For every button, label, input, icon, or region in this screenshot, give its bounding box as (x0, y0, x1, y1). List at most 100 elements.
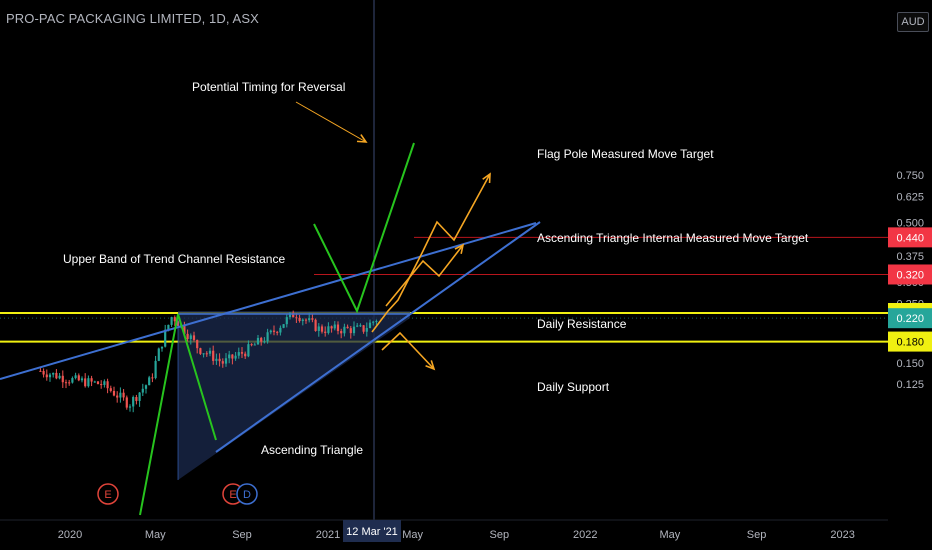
projection-arrowheads (356, 134, 491, 371)
candle-body (295, 317, 298, 319)
price-tick-label: 0.125 (896, 379, 924, 391)
candle-body (189, 335, 192, 339)
candle-body (359, 325, 362, 327)
annotation-daily-support: Daily Support (537, 380, 610, 394)
price-tick-label: 0.625 (896, 191, 924, 203)
time-tick-label: Sep (490, 529, 510, 541)
candle-body (68, 382, 71, 384)
projection-path-up (371, 173, 491, 333)
candle-body (132, 397, 135, 407)
candle-body (151, 377, 154, 379)
annotation-daily-resistance: Daily Resistance (537, 317, 627, 331)
candle-body (116, 395, 119, 398)
candle-body (285, 317, 288, 325)
dividend-marker[interactable]: D (236, 483, 258, 505)
horizontal-levels (0, 236, 888, 343)
upper-trend-channel-line (0, 222, 537, 380)
crosshair-date-label: 12 Mar '21 (346, 526, 398, 538)
candle-body (304, 319, 308, 321)
candle-body (167, 324, 170, 330)
flag-pole-projection (313, 142, 415, 314)
candle-body (205, 353, 208, 355)
candle-body (103, 381, 106, 385)
time-tick-label: 2023 (830, 529, 854, 541)
annotation-triangle-target: Ascending Triangle Internal Measured Mov… (537, 231, 809, 245)
price-tick-label: 0.750 (896, 170, 924, 182)
candle-body (202, 353, 205, 355)
price-tick-label: 0.150 (896, 358, 924, 370)
candle-body (368, 322, 372, 329)
candle-body (173, 317, 176, 322)
candle-body (221, 361, 224, 364)
time-tick-label: 2020 (58, 529, 82, 541)
candle-body (272, 330, 276, 332)
candle-body (64, 382, 68, 384)
time-tick-label: May (402, 529, 423, 541)
candle-body (276, 331, 279, 333)
candle-body (122, 392, 125, 398)
candle-body (100, 384, 103, 386)
last-price-badge (888, 308, 932, 329)
candle-body (298, 317, 301, 322)
candle-body (148, 377, 151, 386)
candle-body (154, 360, 157, 378)
candle-body (160, 346, 164, 349)
candle-body (87, 378, 90, 387)
time-tick-label: 2022 (573, 529, 597, 541)
candle-body (320, 326, 324, 332)
candle-body (340, 331, 343, 334)
last-price-label: 0.220 (896, 313, 924, 325)
candle-body (215, 358, 218, 361)
candle-body (237, 352, 240, 356)
candle-body (301, 319, 304, 322)
currency-button[interactable]: AUD (897, 12, 929, 32)
target-price-badge (888, 227, 932, 248)
annotation-upper-band: Upper Band of Trend Channel Resistance (63, 252, 285, 266)
candle-body (80, 378, 84, 381)
candle-body (256, 337, 260, 345)
candle-body (282, 324, 285, 328)
candle-body (164, 329, 167, 347)
price-tick-label: 0.500 (896, 217, 924, 229)
candle-body (346, 326, 349, 329)
candle-body (125, 397, 128, 408)
flag-pole-measurement (139, 313, 217, 516)
candle-body (333, 324, 336, 329)
candle-body (52, 372, 55, 375)
candle-body (84, 378, 87, 387)
time-tick-label: Sep (747, 529, 767, 541)
candle-body (55, 372, 58, 379)
arrowhead (482, 172, 491, 184)
projection-path-mid (385, 244, 464, 307)
candle-body (224, 358, 228, 364)
candle-body (208, 350, 212, 354)
candle-body (327, 326, 330, 333)
candle-body (288, 312, 292, 318)
candle-body (138, 392, 141, 401)
arrowhead (356, 134, 368, 143)
candle-body (240, 352, 244, 354)
candle-body (314, 319, 317, 331)
candle-body (231, 354, 234, 359)
annotation-reversal-timing: Potential Timing for Reversal (192, 80, 345, 94)
candle-body (144, 385, 148, 389)
candle-body (260, 337, 263, 342)
candle-body (234, 355, 237, 359)
candle-body (199, 348, 202, 354)
candle-body (308, 318, 311, 321)
earnings-marker[interactable]: E (97, 483, 119, 505)
candle-body (157, 348, 160, 361)
candle-body (39, 370, 42, 372)
support-price-badge (888, 331, 932, 352)
candle-body (96, 381, 100, 385)
candle-body (141, 388, 144, 393)
candle-body (375, 320, 378, 322)
candle-body (48, 374, 52, 378)
candle-body (228, 354, 231, 359)
time-tick-label: 2021 (316, 529, 340, 541)
candle-body (266, 332, 269, 342)
time-axis[interactable]: 2020 May Sep 2021 May Sep 2022 May Sep 2023 (58, 529, 855, 541)
candle-body (196, 339, 199, 349)
candle-body (119, 392, 122, 398)
